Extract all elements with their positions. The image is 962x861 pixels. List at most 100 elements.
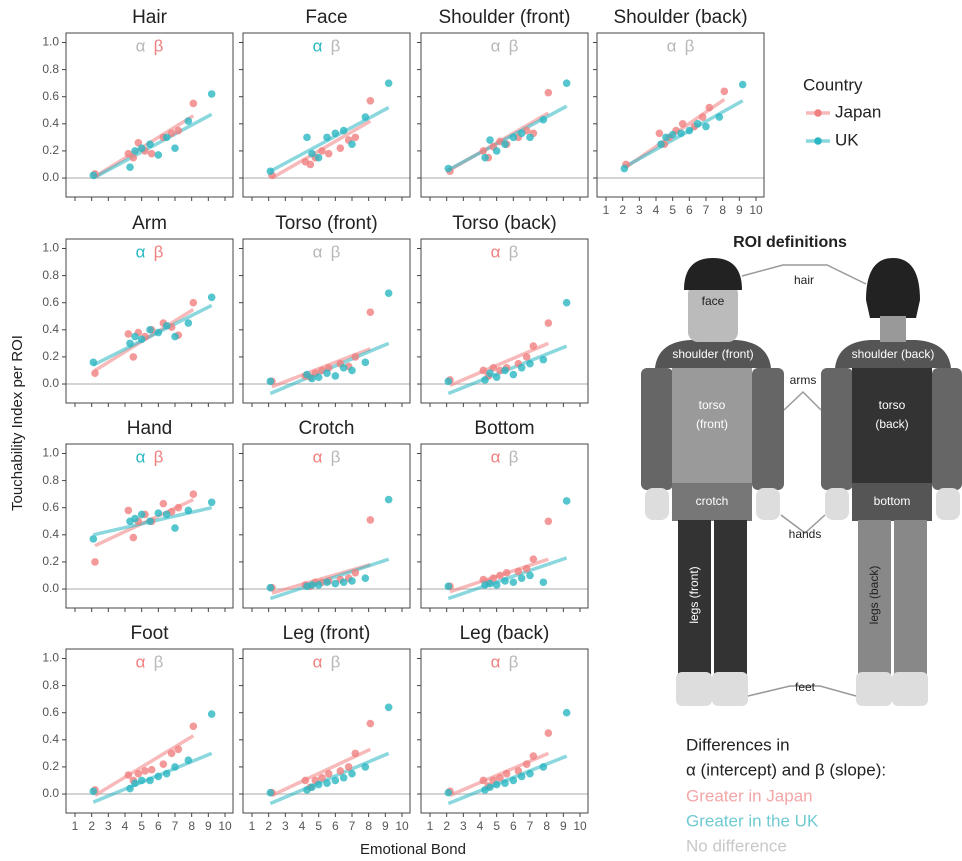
panel-title: Torso (back) [452,213,557,234]
y-tick-label: 0.0 [42,376,59,390]
x-tick-label: 2 [443,819,450,833]
point [539,578,548,587]
legend-dot [814,137,822,145]
panel: Shoulder (front) α β [417,7,589,201]
point [502,568,511,577]
point [324,769,333,778]
point [184,756,193,764]
roi-label: hair [794,273,814,287]
x-tick-label: 1 [72,819,79,833]
point [509,370,518,379]
x-tick-label: 3 [636,203,643,217]
point [184,319,193,327]
point [562,79,571,87]
x-tick-label: 6 [332,819,339,833]
x-tick-label: 10 [573,819,587,833]
point [331,776,340,785]
difference-symbol: α [136,242,146,261]
point [266,583,275,592]
x-tick-label: 8 [365,819,372,833]
point [308,783,316,792]
point [655,129,664,138]
point [492,147,501,155]
trend-line [269,751,390,806]
roi-label: arms [790,373,817,387]
point [344,763,353,771]
point [131,779,139,787]
point [366,516,375,524]
y-tick-label: 0.6 [42,500,59,514]
point [526,359,534,368]
point [444,788,453,797]
panel-title: Shoulder (front) [438,7,570,28]
notes: Differences in α (intercept) and β (slop… [686,735,886,779]
x-tick-label: 8 [719,203,726,217]
point [141,767,149,775]
point [323,578,331,587]
point [171,524,179,532]
legend-label: UK [835,130,859,149]
point [146,776,154,785]
point [131,514,139,523]
point [539,115,548,124]
point [174,503,183,512]
point [481,376,489,384]
point [331,129,340,138]
point [361,358,370,367]
point [384,79,393,87]
panel: Torso (back) α β [417,213,589,407]
roi-label: (front) [696,417,728,431]
panel-title: Shoulder (back) [613,7,747,28]
point [486,783,494,792]
point [171,332,179,341]
point [366,96,375,105]
y-tick-label: 0.2 [42,143,59,157]
point [184,117,193,125]
point [124,506,133,515]
panel-title: Leg (back) [460,623,550,644]
panel-title: Arm [132,213,167,234]
point [137,776,146,785]
point [162,769,171,778]
point [544,319,553,327]
y-tick-label: 0.8 [42,62,59,76]
x-tick-label: 10 [395,819,409,833]
point [486,579,494,588]
point [137,510,146,519]
panel-frame [242,238,411,404]
difference-symbol: β [154,652,164,671]
y-tick-label: 0.2 [42,349,59,363]
point [351,568,360,577]
point [266,788,275,797]
point [492,581,501,589]
point [339,773,348,782]
trend-line [271,747,372,797]
y-tick-label: 0.0 [42,581,59,595]
point [89,535,98,543]
point [137,144,146,153]
point [189,490,198,498]
point [89,358,98,367]
point [522,564,531,573]
difference-symbol: α [313,36,323,55]
point [502,769,511,778]
x-tick-label: 9 [205,819,212,833]
roi-label: shoulder (front) [672,347,753,361]
difference-symbol: β [331,652,341,671]
panel-frame [420,238,589,404]
panel-frame [65,648,234,814]
point [331,579,340,588]
point [509,578,518,587]
point [162,321,171,330]
note-key: Greater in the UK [686,811,819,830]
point [529,752,538,760]
x-tick-label: 9 [560,819,567,833]
point [522,760,531,769]
x-tick-label: 5 [493,819,500,833]
x-tick-label: 7 [172,819,179,833]
point [207,90,216,98]
panel: Foot α β 0.0 0.2 0.4 0.6 0.8 1.0 1 2 3 4 5 6 7 8 9 10 [42,623,234,833]
point [126,339,134,348]
roi-label: (back) [875,417,908,431]
